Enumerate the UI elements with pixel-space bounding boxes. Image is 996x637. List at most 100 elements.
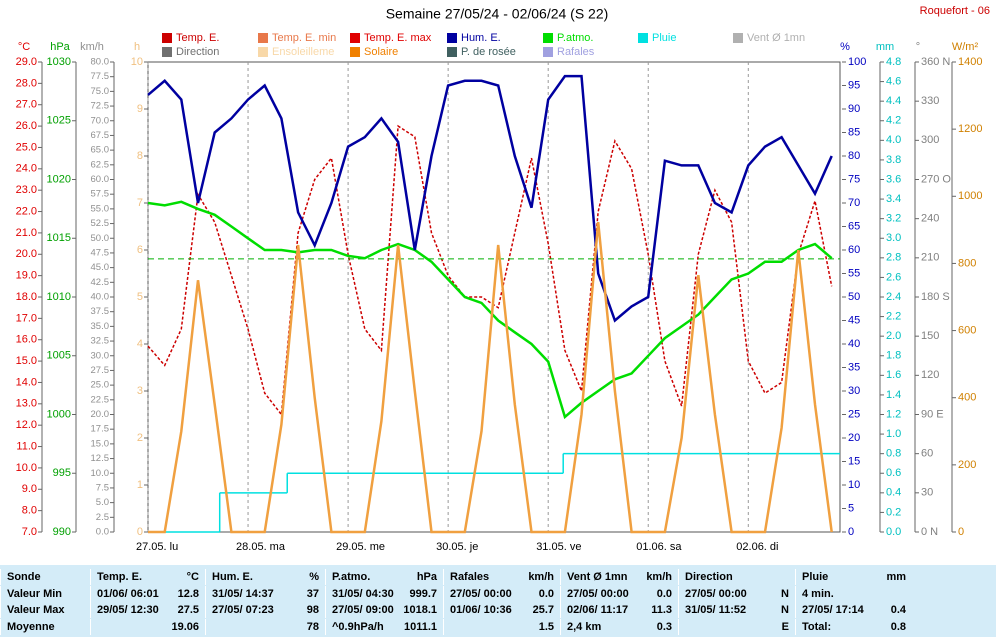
cell-text: Valeur Min: [7, 587, 63, 600]
y-tick-label: 3.8: [886, 154, 901, 166]
legend-label: Ensoleilleme: [272, 46, 334, 58]
axis-unit: mm: [876, 41, 894, 53]
y-tick-label: 400: [958, 392, 976, 404]
table-cell: 01/06/ 10:36 25.7: [443, 602, 560, 618]
cell-text: N: [781, 587, 789, 600]
cell-text: N: [781, 604, 789, 616]
y-tick-label: 2.5: [96, 512, 109, 523]
axis-unit: W/m²: [952, 41, 979, 53]
y-tick-label: 0: [848, 526, 854, 538]
legend-label: Temp. E. min: [272, 32, 336, 44]
y-tick-label: 85: [848, 126, 860, 138]
y-tick-label: 5: [848, 502, 854, 514]
cell-text: 27/05/ 00:00: [567, 587, 629, 600]
x-tick-label: 28.05. ma: [236, 541, 286, 553]
y-tick-label: 2.4: [886, 291, 901, 303]
cell-text: km/h: [646, 571, 672, 583]
table-header-cell: Sonde: [0, 569, 90, 585]
table-cell: 01/06/ 06:01 12.8: [90, 585, 205, 602]
y-tick-label: 25.0: [91, 380, 110, 391]
y-tick-label: 90: [848, 103, 860, 115]
chart: Semaine 27/05/24 - 02/06/24 (S 22) Roque…: [16, 5, 990, 553]
cell-text: 01/06/ 10:36: [450, 604, 512, 616]
y-tick-label: 50: [848, 291, 860, 303]
legend-swatch: [350, 47, 360, 57]
y-tick-label: 600: [958, 324, 976, 336]
y-tick-label: 15: [848, 455, 860, 467]
y-tick-label: 1.4: [886, 389, 901, 401]
y-tick-label: 62.5: [91, 159, 110, 170]
y-tick-label: 22.0: [16, 205, 37, 217]
table-cell: Moyenne: [0, 618, 90, 635]
y-tick-label: 360 N: [921, 56, 950, 68]
y-tick-label: 1000: [958, 190, 982, 202]
y-tick-label: 8.0: [22, 505, 37, 517]
y-tick-label: 1025: [47, 115, 71, 127]
y-tick-label: 7: [137, 197, 143, 209]
table-cell: 27/05/ 07:23 98: [205, 602, 325, 618]
y-tick-label: 10: [131, 56, 143, 68]
cell-text: 0.0: [538, 587, 554, 600]
data-line: [147, 124, 833, 417]
table-cell: 19.06: [90, 618, 205, 635]
cell-text: 78: [306, 620, 319, 633]
y-tick-label: 9.0: [22, 483, 37, 495]
y-tick-label: 16.0: [16, 334, 37, 346]
y-tick-label: 1: [137, 479, 143, 491]
table-cell: ^0.9hPa/h 1011.1: [325, 618, 443, 635]
legend-swatch: [258, 47, 268, 57]
y-tick-label: 100: [848, 56, 866, 68]
y-tick-label: 1015: [47, 232, 71, 244]
table-cell: 78: [205, 618, 325, 635]
legend-label: Pluie: [652, 32, 676, 44]
x-tick-label: 27.05. lu: [136, 541, 178, 553]
y-tick-label: 0.6: [886, 467, 901, 479]
y-tick-label: 60.0: [91, 174, 110, 185]
axis-unit: %: [840, 41, 850, 53]
y-tick-label: 12.0: [16, 419, 37, 431]
cell-text: 25.7: [532, 604, 554, 616]
y-tick-label: 60: [848, 244, 860, 256]
y-tick-label: 15.0: [16, 355, 37, 367]
y-tick-label: 1400: [958, 56, 982, 68]
y-tick-label: 52.5: [91, 218, 110, 229]
y-tick-label: 120: [921, 369, 939, 381]
y-tick-label: 47.5: [91, 247, 110, 258]
y-tick-label: 21.0: [16, 227, 37, 239]
y-tick-label: 10.0: [91, 468, 110, 479]
cell-text: ^0.9hPa/h: [332, 620, 384, 633]
cell-text: Total:: [802, 620, 832, 633]
table-cell: 4 min.: [795, 585, 912, 602]
y-tick-label: 300: [921, 134, 939, 146]
axis-unit: h: [134, 41, 140, 53]
y-tick-label: 45: [848, 314, 860, 326]
legend-label: Vent Ø 1mn: [747, 32, 805, 44]
y-tick-label: 19.0: [16, 270, 37, 282]
y-tick-label: 270 O: [921, 173, 951, 185]
y-tick-label: 3.2: [886, 213, 901, 225]
table-header-cell: Direction: [678, 569, 795, 585]
table-header-cell: Temp. E. °C: [90, 569, 205, 585]
table-cell: 29/05/ 12:30 27.5: [90, 602, 205, 618]
y-tick-label: 0.0: [886, 526, 901, 538]
cell-text: 12.8: [177, 587, 199, 600]
table-cell: 27/05/ 00:00 N: [678, 585, 795, 602]
y-tick-label: 3.0: [886, 232, 901, 244]
y-tick-label: 3.4: [886, 193, 901, 205]
y-tick-label: 37.5: [91, 306, 110, 317]
cell-text: 01/06/ 06:01: [97, 587, 159, 600]
table-header-cell: Rafales km/h: [443, 569, 560, 585]
cell-text: mm: [886, 571, 906, 583]
y-tick-label: 3: [137, 385, 143, 397]
cell-text: Hum. E.: [212, 571, 253, 583]
y-tick-label: 77.5: [91, 71, 110, 82]
table-cell: 27/05/ 00:00 0.0: [443, 585, 560, 602]
y-tick-label: 1.6: [886, 369, 901, 381]
x-tick-label: 01.06. sa: [636, 541, 682, 553]
y-tick-label: 18.0: [16, 291, 37, 303]
cell-text: Direction: [685, 571, 733, 583]
y-tick-label: 14.0: [16, 376, 37, 388]
y-tick-label: 1.8: [886, 350, 901, 362]
legend-label: Direction: [176, 46, 219, 58]
cell-text: 31/05/ 11:52: [685, 604, 747, 616]
